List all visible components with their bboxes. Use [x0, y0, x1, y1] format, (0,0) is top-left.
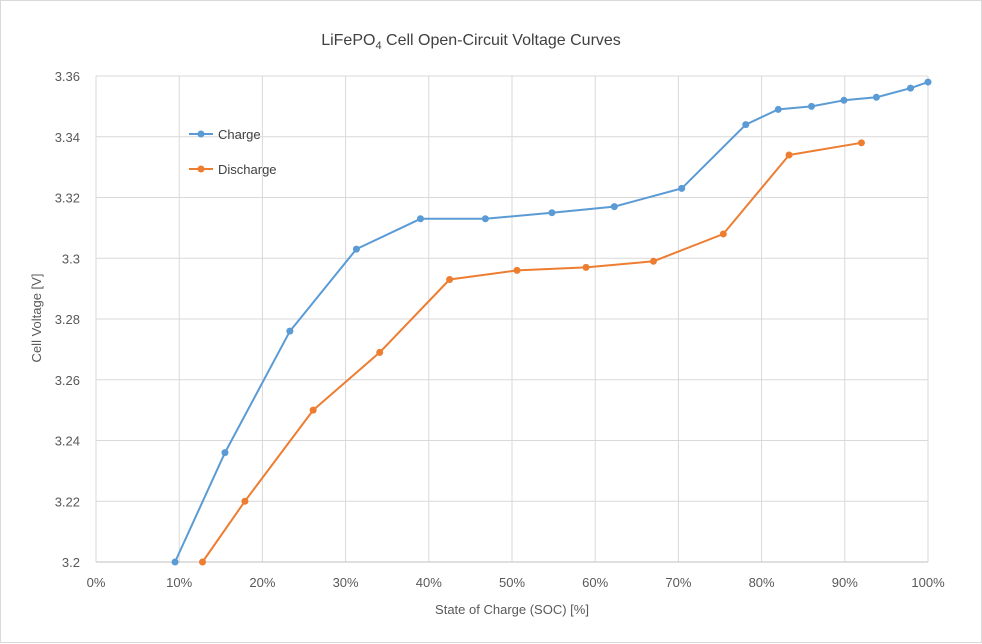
- legend-discharge-marker: [197, 165, 205, 173]
- x-tick-label: 50%: [499, 575, 525, 590]
- charge-data-point: [481, 215, 489, 223]
- legend-discharge-label: Discharge: [218, 162, 277, 177]
- legend-charge-marker: [197, 130, 205, 138]
- chart-title: LiFePO4 Cell Open-Circuit Voltage Curves: [321, 32, 621, 52]
- x-tick-label: 30%: [333, 575, 359, 590]
- x-tick-label: 80%: [749, 575, 775, 590]
- gridlines: [95, 75, 929, 563]
- y-tick-label: 3.34: [55, 130, 80, 145]
- y-tick-label: 3.32: [55, 191, 80, 206]
- charge-data-point: [678, 184, 686, 192]
- x-tick-label: 10%: [166, 575, 192, 590]
- charge-data-point: [416, 215, 424, 223]
- legend-charge-label: Charge: [218, 127, 261, 142]
- y-tick-label: 3.22: [55, 494, 80, 509]
- x-tick-label: 0%: [87, 575, 106, 590]
- x-tick-label: 70%: [665, 575, 691, 590]
- discharge-data-point: [446, 276, 454, 284]
- x-tick-label: 100%: [911, 575, 945, 590]
- discharge-series-line: [201, 141, 862, 563]
- x-tick-label: 90%: [832, 575, 858, 590]
- discharge-data-point: [198, 558, 206, 566]
- y-tick-label: 3.2: [62, 555, 80, 570]
- charge-data-point: [221, 449, 229, 457]
- discharge-data-point: [513, 266, 521, 274]
- legend: Charge Discharge: [189, 127, 277, 177]
- charge-data-point: [352, 245, 360, 253]
- charge-data-point: [286, 327, 294, 335]
- y-tick-label: 3.36: [55, 69, 80, 84]
- x-tick-label: 20%: [249, 575, 275, 590]
- x-tick-label: 60%: [582, 575, 608, 590]
- discharge-data-point: [582, 263, 590, 271]
- charge-data-point: [742, 121, 750, 129]
- y-tick-label: 3.26: [55, 373, 80, 388]
- y-tick-label: 3.24: [55, 434, 80, 449]
- discharge-data-point: [309, 406, 317, 414]
- y-tick-label: 3.3: [62, 251, 80, 266]
- axes: 0% 10% 20% 30% 40% 50% 60% 70% 80% 90% 100% 3.2 3.22…: [55, 69, 945, 590]
- discharge-data-point: [785, 151, 793, 159]
- discharge-data-point: [376, 348, 384, 356]
- charge-series-line: [174, 81, 929, 563]
- x-axis-title: State of Charge (SOC) [%]: [435, 602, 589, 617]
- charge-data-point: [808, 102, 816, 110]
- charge-data-point: [171, 558, 179, 566]
- discharge-data-point: [649, 257, 657, 265]
- y-axis-title: Cell Voltage [V]: [29, 274, 44, 363]
- charge-data-point: [907, 84, 915, 92]
- charge-data-point: [610, 203, 618, 211]
- discharge-data-point: [857, 139, 865, 147]
- series-layer: [171, 78, 932, 566]
- discharge-data-point: [241, 497, 249, 505]
- discharge-data-point: [719, 230, 727, 238]
- charge-data-point: [774, 105, 782, 113]
- charge-data-point: [840, 96, 848, 104]
- charge-data-point: [924, 78, 932, 86]
- chart-title-subscript: 4: [375, 40, 381, 52]
- charge-data-point: [872, 93, 880, 101]
- y-tick-label: 3.28: [55, 312, 80, 327]
- charge-data-point: [548, 209, 556, 217]
- x-tick-label: 40%: [416, 575, 442, 590]
